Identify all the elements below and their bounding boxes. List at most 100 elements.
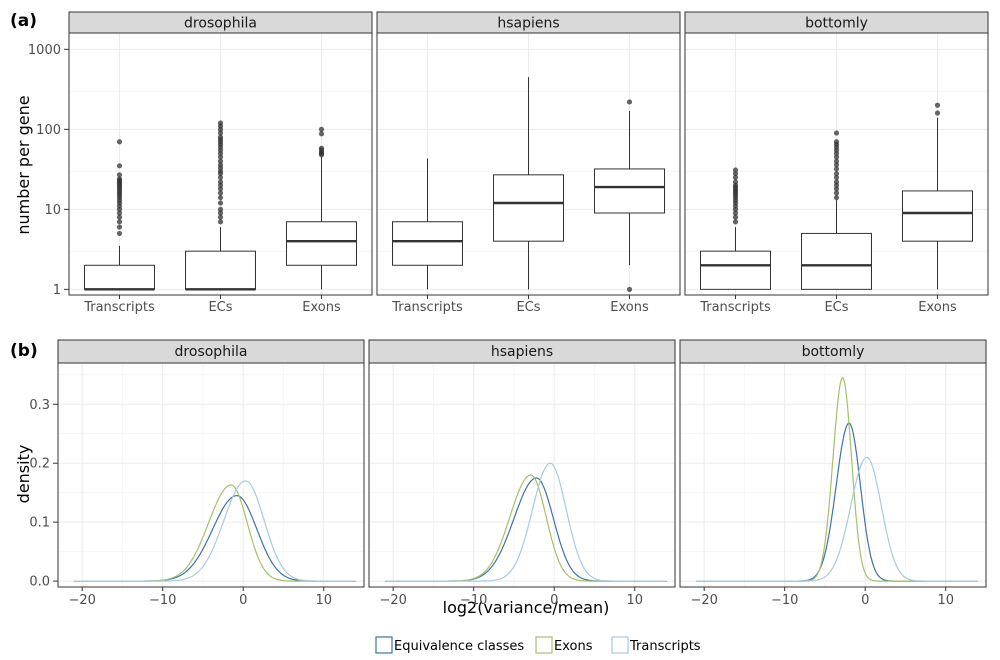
facet-strip-label: bottomly [802,344,865,360]
box-iqr [801,232,872,290]
outlier-point [116,139,123,145]
outlier-point [626,286,633,292]
x-tick-label: 10 [937,593,954,608]
outlier-point [833,190,840,196]
outlier-point [116,224,123,230]
panel-tag-a: (a) [10,11,37,31]
box-Exons [902,102,973,290]
panel-border [679,362,987,588]
outlier-point [217,174,224,181]
x-tick-label: ECs [208,300,232,315]
outlier-point [833,195,840,201]
outlier-point [217,162,224,168]
box-iqr [594,168,665,214]
outlier-point [732,219,739,225]
x-tick-label: −10 [149,593,176,608]
outlier-point [217,214,224,220]
outlier-point [217,206,224,212]
outlier-point [217,134,224,140]
density-panel-hsapiens: hsapiens −20 −10 0 10 [368,339,676,608]
box-Transcripts [84,139,155,291]
x-tick-label: Transcripts [391,300,463,315]
outlier-point [217,130,224,136]
x-tick-label: ECs [516,300,540,315]
x-tick-label: 0 [239,593,247,608]
x-tick-label: −10 [460,593,487,608]
facet-strip-label: drosophila [184,16,257,32]
panel-border [376,32,681,296]
box-Exons [594,99,665,292]
box-Transcripts [700,167,771,290]
panel-border [68,32,373,296]
facet-strip-label: hsapiens [497,16,559,32]
legend-key [611,636,629,654]
y-tick-label: 10 [44,203,61,218]
x-tick-label: 10 [315,593,332,608]
x-tick-label: 10 [626,593,643,608]
boxplot-panel-drosophila: drosophila Transcripts ECs Exons [68,11,373,315]
outlier-point [116,163,123,169]
outlier-point [217,158,224,164]
outlier-point [116,230,123,237]
x-tick-label: −20 [68,593,95,608]
x-tick-label: −10 [771,593,798,608]
outlier-point [833,166,840,172]
outlier-point [217,179,224,185]
panel-tag-b: (b) [10,341,38,361]
x-tick-label: Transcripts [699,300,771,315]
outlier-point [833,170,840,177]
top-y-axis-title: number per gene [14,95,33,234]
outlier-point [116,176,123,182]
facet-strip-label: hsapiens [491,344,553,360]
outlier-point [833,179,840,185]
x-tick-label: 0 [861,593,869,608]
outlier-point [833,186,840,192]
boxplot-panel-hsapiens: hsapiens Transcripts ECs Exons [376,11,681,315]
panel-background [369,363,675,587]
outlier-point [626,99,633,105]
x-tick-label: ECs [824,300,848,315]
outlier-point [217,186,224,192]
density-panel-bottomly: bottomly −20 −10 0 10 [679,339,987,608]
outlier-point [116,219,123,225]
outlier-point [833,174,840,181]
outlier-point [217,154,224,160]
density-line-transcripts [74,480,356,582]
outlier-point [833,130,840,136]
x-tick-label: Exons [918,300,957,315]
box-iqr [392,221,463,266]
density-panels: 0.0 0.1 0.2 0.3 drosophila −20 −10 0 10 hsapiens −… [29,339,987,608]
outlier-point [934,110,941,116]
outlier-point [732,214,739,220]
outlier-point [833,162,840,168]
outlier-point [116,172,123,178]
legend: Equivalence classes Exons Transcripts [375,636,701,654]
x-tick-label: Transcripts [83,300,155,315]
x-tick-label: −20 [379,593,406,608]
box-Transcripts [392,158,463,290]
y-tick-label: 0.3 [29,398,50,413]
outlier-point [217,190,224,196]
box-iqr [902,190,973,242]
outlier-point [833,158,840,164]
box-iqr [286,221,357,266]
panel-border [684,32,989,296]
y-tick-label: 0.0 [29,575,50,590]
box-ECs [185,120,256,291]
box-iqr [185,250,256,290]
y-tick-label: 100 [36,123,61,138]
legend-label: Transcripts [629,639,701,654]
y-tick-label: 1000 [28,43,61,58]
outlier-point [116,214,123,220]
x-tick-label: −20 [690,593,717,608]
outlier-point [217,120,224,126]
box-ECs [493,77,564,290]
x-tick-label: 0 [550,593,558,608]
legend-label: Exons [554,639,593,654]
outlier-point [217,195,224,201]
outlier-point [732,174,739,181]
outlier-point [318,131,325,137]
facet-strip-label: bottomly [805,16,868,32]
density-line-transcripts [696,456,978,582]
